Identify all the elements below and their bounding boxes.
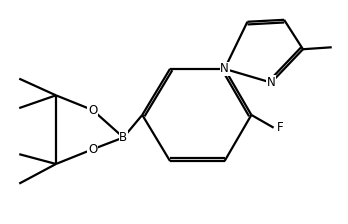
Text: F: F [277,121,283,134]
Text: N: N [220,62,229,75]
Text: O: O [88,103,97,116]
Text: N: N [267,76,276,89]
Text: O: O [88,143,97,156]
Text: B: B [119,131,127,144]
